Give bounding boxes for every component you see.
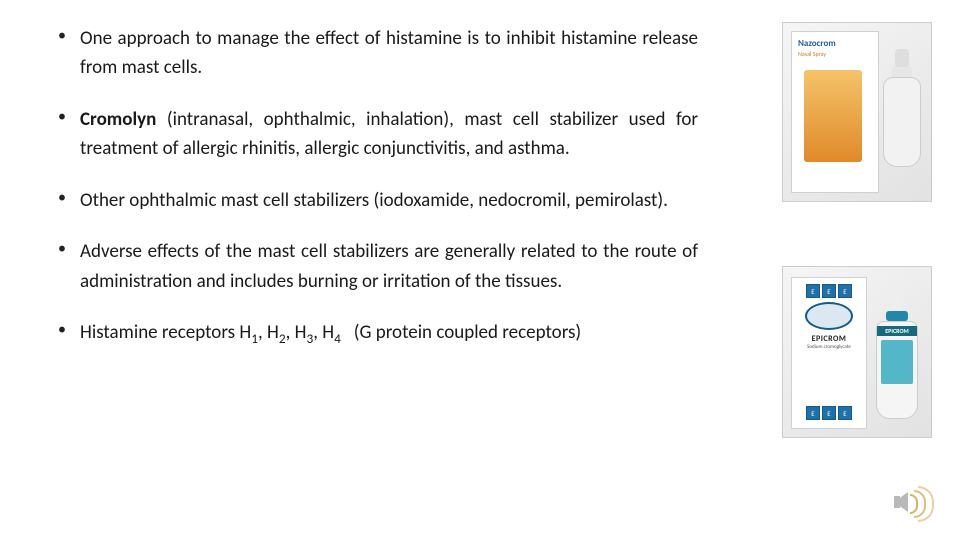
product-brand: Nazocrom: [798, 38, 878, 49]
bullet-text: Cromolyn (intranasal, ophthalmic, inhala…: [80, 108, 698, 160]
product-subtext: Sodium cromoglycate: [807, 344, 851, 350]
bullet-text: One approach to manage the effect of his…: [80, 27, 698, 79]
dropper-label: EPICROM: [877, 326, 917, 336]
bullet-list: One approach to manage the effect of his…: [58, 24, 698, 349]
audio-icon[interactable]: [894, 484, 936, 520]
bullet-list-container: One approach to manage the effect of his…: [58, 24, 698, 371]
product-panel-graphic: [804, 70, 862, 162]
bullet-item: Other ophthalmic mast cell stabilizers (…: [58, 186, 698, 215]
product-subtext: Nasal Spray: [798, 50, 878, 58]
product-logo-icon: [805, 302, 853, 330]
bullet-item: Adverse effects of the mast cell stabili…: [58, 237, 698, 296]
slide: One approach to manage the effect of his…: [0, 0, 960, 540]
product-image-eyedrops: EEE EPICROM Sodium cromoglycate EEE EPIC…: [782, 266, 932, 438]
bullet-text: Adverse effects of the mast cell stabili…: [80, 240, 698, 292]
bullet-item: Cromolyn (intranasal, ophthalmic, inhala…: [58, 105, 698, 164]
product-box: Nazocrom Nasal Spray: [791, 31, 879, 193]
bullet-item: One approach to manage the effect of his…: [58, 24, 698, 83]
bullet-item: Histamine receptors H1, H2, H3, H4 (G pr…: [58, 318, 698, 349]
product-box: EEE EPICROM Sodium cromoglycate EEE: [791, 277, 867, 429]
decor-bars: EEE: [806, 284, 852, 298]
product-brand: EPICROM: [812, 334, 847, 344]
bullet-text: Histamine receptors H1, H2, H3, H4 (G pr…: [80, 321, 581, 344]
decor-bars: EEE: [806, 406, 852, 420]
product-image-nasal: Nazocrom Nasal Spray: [782, 22, 932, 202]
bullet-text: Other ophthalmic mast cell stabilizers (…: [80, 189, 668, 212]
dropper-bottle-icon: EPICROM: [875, 295, 919, 423]
spray-bottle-icon: [883, 49, 921, 167]
